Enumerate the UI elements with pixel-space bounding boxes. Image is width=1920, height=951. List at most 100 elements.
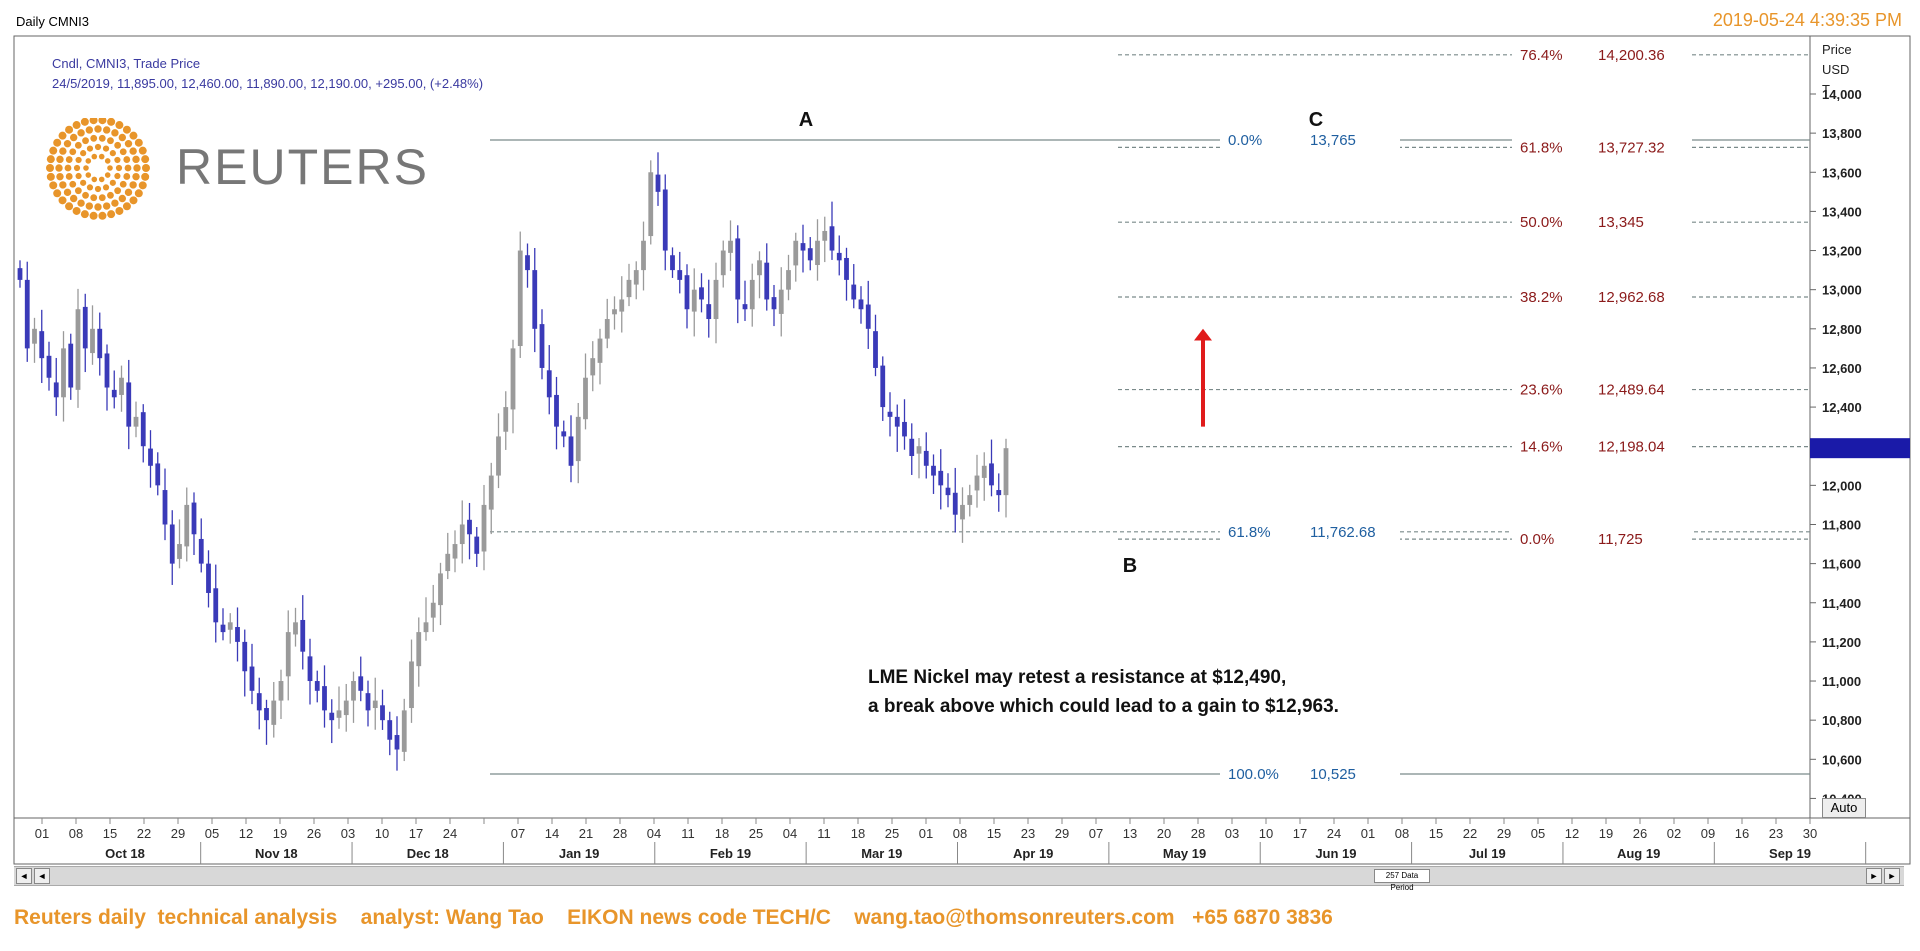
logo-dot <box>46 155 55 164</box>
logo-dot <box>65 125 74 134</box>
candle-body <box>735 238 741 300</box>
fib-label-bg <box>1512 213 1692 232</box>
logo-dot <box>85 202 94 210</box>
scroll-left-button[interactable]: ◄ <box>34 868 50 884</box>
fib-value: 11,762.68 <box>1310 524 1376 541</box>
fib-label-bg <box>1512 138 1692 157</box>
logo-dot <box>89 116 98 125</box>
candle-body <box>438 573 443 606</box>
fib-label-bg <box>1512 287 1692 306</box>
y-tick-label: 14,000 <box>1822 87 1862 102</box>
logo-dot <box>122 125 131 134</box>
x-axis: 01 08 15 22 29 05 12 19 26 03 10 17 24 07 14 21 28 04 11 18… <box>35 818 1867 864</box>
x-month-label: Dec 18 <box>407 846 449 861</box>
annotation-line-1: LME Nickel may retest a resistance at $1… <box>868 667 1286 688</box>
logo-dot <box>80 179 87 186</box>
candle-body <box>561 431 567 437</box>
logo-dot <box>132 172 140 181</box>
logo-dot <box>77 199 85 207</box>
y-axis-label: T <box>1822 82 1830 97</box>
candle-body <box>314 681 320 691</box>
y-axis-label: Price <box>1822 42 1852 57</box>
logo-dot <box>80 150 87 157</box>
candle-body <box>670 255 675 271</box>
candle-body <box>293 622 298 635</box>
fib-value: 13,345 <box>1598 214 1644 231</box>
fib-percent: 76.4% <box>1520 47 1563 64</box>
candle-body <box>394 735 400 750</box>
candle-body <box>517 250 523 347</box>
legend-series-name: Cndl, CMNI3, Trade Price <box>52 56 201 71</box>
x-tick-label: 24 <box>1327 826 1341 841</box>
candle-body <box>612 309 617 315</box>
candle-body <box>242 641 248 672</box>
candle-body <box>655 174 661 192</box>
wave-label: C <box>1309 109 1323 131</box>
candle-body <box>887 411 893 417</box>
candle-body <box>1003 448 1009 496</box>
candle-body <box>720 250 726 276</box>
candle-body <box>648 172 654 237</box>
candle-body <box>409 661 414 709</box>
y-tick-label: 13,000 <box>1822 283 1862 298</box>
logo-dot <box>46 164 54 172</box>
logo-dot <box>115 206 124 215</box>
candle-body <box>981 465 987 478</box>
scroll-end-button[interactable]: ► <box>1884 868 1900 884</box>
x-tick-label: 15 <box>987 826 1001 841</box>
logo-dot <box>141 155 150 164</box>
candle-body <box>155 463 161 486</box>
y-tick-label: 12,800 <box>1822 322 1862 337</box>
x-month-label: Jul 19 <box>1469 846 1506 861</box>
current-price-marker <box>1810 438 1910 459</box>
candle-body <box>880 365 886 408</box>
logo-dot <box>107 137 114 145</box>
candle-body <box>213 588 219 623</box>
candle-body <box>619 299 625 312</box>
x-tick-label: 07 <box>511 826 525 841</box>
data-period-button[interactable]: 257 Data Period <box>1374 869 1430 892</box>
candle-body <box>249 666 255 691</box>
logo-dot <box>114 187 122 195</box>
fib-label-bg <box>1512 437 1692 456</box>
fib-value: 11,725 <box>1598 531 1643 548</box>
candle-body <box>626 279 632 298</box>
scroll-right-button[interactable]: ► <box>1866 868 1882 884</box>
fib-percent: 14.6% <box>1520 439 1563 456</box>
auto-scale-button[interactable]: Auto <box>1822 798 1866 818</box>
candle-body <box>532 270 538 329</box>
candle-body <box>952 492 958 515</box>
fib-label: 100.0% 10,525 <box>1220 764 1400 783</box>
logo-dot <box>115 121 124 130</box>
y-axis-label: USD <box>1822 62 1849 77</box>
price-chart[interactable]: 76.4% 14,200.36 0.0% 13,765 61.8% 13,727.32 50… <box>0 0 1920 866</box>
logo-dot <box>129 196 138 205</box>
fib-percent: 0.0% <box>1228 132 1262 149</box>
candle-body <box>909 438 915 456</box>
logo-dot <box>98 153 105 160</box>
logo-dot <box>65 202 74 211</box>
candle-body <box>699 287 704 300</box>
logo-dot <box>118 133 127 142</box>
scroll-start-button[interactable]: ◄ <box>16 868 32 884</box>
fib-label-bg <box>1512 530 1692 549</box>
candle-body <box>503 407 509 432</box>
candle-body <box>148 448 153 466</box>
logo-dot <box>86 184 94 191</box>
fib-label-bg <box>1512 45 1692 64</box>
x-tick-label: 09 <box>1701 826 1715 841</box>
logo-dot <box>123 173 131 180</box>
candle-body <box>815 240 820 266</box>
time-scrollbar[interactable]: ◄ ◄ 257 Data Period ► ► <box>14 866 1904 892</box>
candle-body <box>858 299 864 310</box>
x-tick-label: 26 <box>307 826 321 841</box>
candle-body <box>923 450 929 466</box>
fib-percent: 0.0% <box>1520 531 1554 548</box>
logo-dot <box>69 148 77 156</box>
logo-dot <box>115 164 123 172</box>
logo-dot <box>119 148 127 156</box>
arrow-head-icon <box>1194 328 1212 341</box>
candle-body <box>728 240 733 253</box>
logo-dot <box>91 153 98 160</box>
candle-body <box>61 348 66 398</box>
